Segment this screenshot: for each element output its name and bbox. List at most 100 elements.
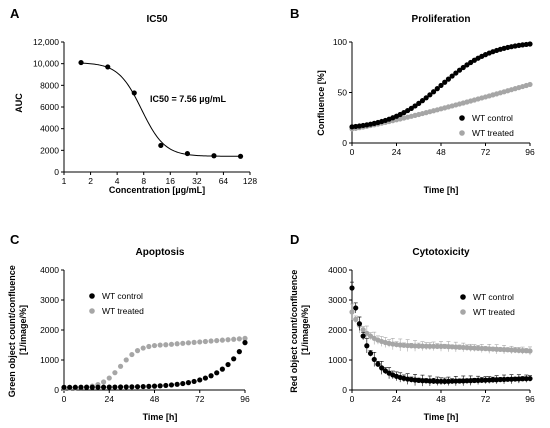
data-point-c-0-0: [61, 384, 67, 390]
data-point-d-1-6: [360, 327, 366, 333]
data-point-d-1-86: [508, 347, 515, 353]
data-point-d-0-12: [371, 356, 377, 363]
data-point-d-1-38: [419, 343, 426, 349]
y-tick-label-a-6: 12,000: [33, 37, 59, 47]
legend-c: WT control WT treated: [89, 291, 144, 316]
data-point-d-0-56: [453, 378, 459, 384]
x-tick-label-a-1: 2: [88, 176, 93, 186]
data-point-d-1-64: [468, 345, 474, 351]
data-point-d-0-8: [364, 343, 370, 349]
y-tick-label-c-4: 4000: [40, 265, 59, 275]
y-axis-label-d: Red object count/confluence [1/image/%]: [289, 267, 310, 393]
data-point-a-0: [78, 59, 84, 66]
data-point-d-0-68: [475, 377, 481, 383]
data-point-b-0-96: [527, 41, 533, 47]
data-point-d-1-76: [490, 346, 496, 352]
data-point-c-1-21: [100, 379, 107, 385]
data-point-d-1-36: [416, 343, 422, 349]
x-axis-label-a: Concentration [µg/mL]: [109, 185, 205, 195]
data-point-b-0-40: [423, 95, 429, 101]
x-tick-label-d-1: 24: [392, 394, 402, 404]
series-b-0: [349, 41, 533, 130]
data-point-d-0-46: [434, 378, 440, 384]
data-point-d-1-78: [494, 346, 500, 352]
data-point-d-1-60: [460, 344, 466, 351]
data-point-c-1-66: [185, 340, 192, 346]
data-point-b-0-62: [464, 62, 470, 68]
marks-b: [349, 41, 533, 132]
data-point-d-0-54: [449, 378, 455, 384]
data-point-d-1-82: [501, 347, 507, 353]
data-point-c-1-42: [140, 345, 146, 351]
data-point-d-1-68: [475, 345, 481, 351]
data-point-d-0-80: [497, 376, 503, 383]
data-point-c-0-27: [112, 384, 118, 390]
data-point-c-1-75: [202, 338, 209, 345]
data-point-d-1-50: [442, 343, 448, 350]
data-point-d-1-94: [523, 348, 529, 354]
chart-title-d: Cytotoxicity: [412, 247, 470, 258]
data-point-d-0-42: [427, 378, 433, 384]
data-point-d-1-92: [519, 348, 526, 354]
panel-d-cytotoxicity: D Cytotoxicity Time [h] Red object count…: [289, 232, 535, 422]
x-tick-label-d-2: 48: [436, 394, 446, 404]
data-point-c-1-45: [146, 343, 152, 350]
data-point-b-0-32: [408, 105, 414, 111]
data-point-d-0-50: [442, 378, 448, 384]
data-point-d-0-74: [486, 377, 492, 383]
y-tick-label-a-4: 8000: [40, 80, 59, 90]
data-point-c-1-24: [106, 375, 112, 381]
data-point-d-1-40: [423, 343, 429, 349]
data-point-d-0-48: [438, 378, 444, 384]
data-point-d-0-58: [456, 378, 463, 384]
data-point-d-1-44: [430, 343, 437, 349]
data-point-d-0-86: [508, 376, 515, 382]
y-axis-label-c: Green object count/confluence [1/image/%…: [7, 263, 28, 398]
data-point-d-1-88: [512, 347, 518, 353]
data-point-d-0-66: [471, 377, 477, 384]
data-point-c-1-57: [168, 341, 175, 347]
data-point-c-1-72: [197, 339, 203, 345]
data-point-d-0-16: [379, 365, 385, 371]
chart-title-c: Apoptosis: [136, 247, 185, 258]
data-point-a-4: [184, 150, 190, 157]
data-point-d-1-70: [479, 345, 485, 352]
y-tick-label-b-1: 50: [338, 88, 348, 98]
marks-c: [61, 335, 248, 391]
legend-label-c-1: WT treated: [102, 306, 144, 316]
x-tick-label-a-2: 4: [115, 176, 120, 186]
data-point-d-1-2: [353, 316, 359, 322]
data-point-d-1-54: [449, 344, 455, 350]
data-point-c-0-60: [174, 381, 180, 387]
x-tick-label-b-4: 96: [525, 147, 535, 157]
data-point-c-0-69: [191, 378, 197, 385]
legend-marker-b-0: [459, 115, 465, 121]
data-point-d-1-52: [445, 344, 452, 350]
data-point-d-0-36: [416, 377, 422, 383]
data-point-d-0-62: [464, 378, 470, 384]
data-point-d-0-92: [519, 376, 526, 382]
data-point-d-0-76: [490, 377, 496, 383]
fit-curve-a: [81, 62, 241, 157]
y-axis-label-b: Confluence [%]: [316, 70, 326, 136]
chart-title-b: Proliferation: [412, 14, 471, 25]
data-point-d-0-60: [460, 378, 466, 384]
legend-d: WT control WT treated: [460, 292, 515, 317]
data-point-d-1-30: [405, 342, 411, 349]
y-tick-label-c-0: 0: [54, 385, 59, 395]
data-point-c-1-30: [117, 363, 124, 369]
data-point-b-0-42: [427, 92, 433, 98]
data-point-b-1-96: [527, 81, 533, 88]
axes-a: 1 2 4 8 16 32 64 128 0 2000 4000 6000 8000 10,000 12,0…: [33, 37, 257, 186]
data-point-b-0-36: [416, 100, 422, 106]
x-tick-label-c-3: 72: [195, 394, 205, 404]
data-point-a-2: [131, 90, 137, 96]
data-point-c-0-9: [78, 384, 84, 390]
data-point-b-0-60: [460, 64, 466, 71]
data-point-c-0-3: [67, 384, 73, 390]
data-point-c-1-78: [208, 338, 214, 344]
data-point-c-1-27: [112, 370, 118, 376]
x-tick-label-a-6: 64: [219, 176, 229, 186]
data-point-d-1-42: [427, 343, 433, 349]
